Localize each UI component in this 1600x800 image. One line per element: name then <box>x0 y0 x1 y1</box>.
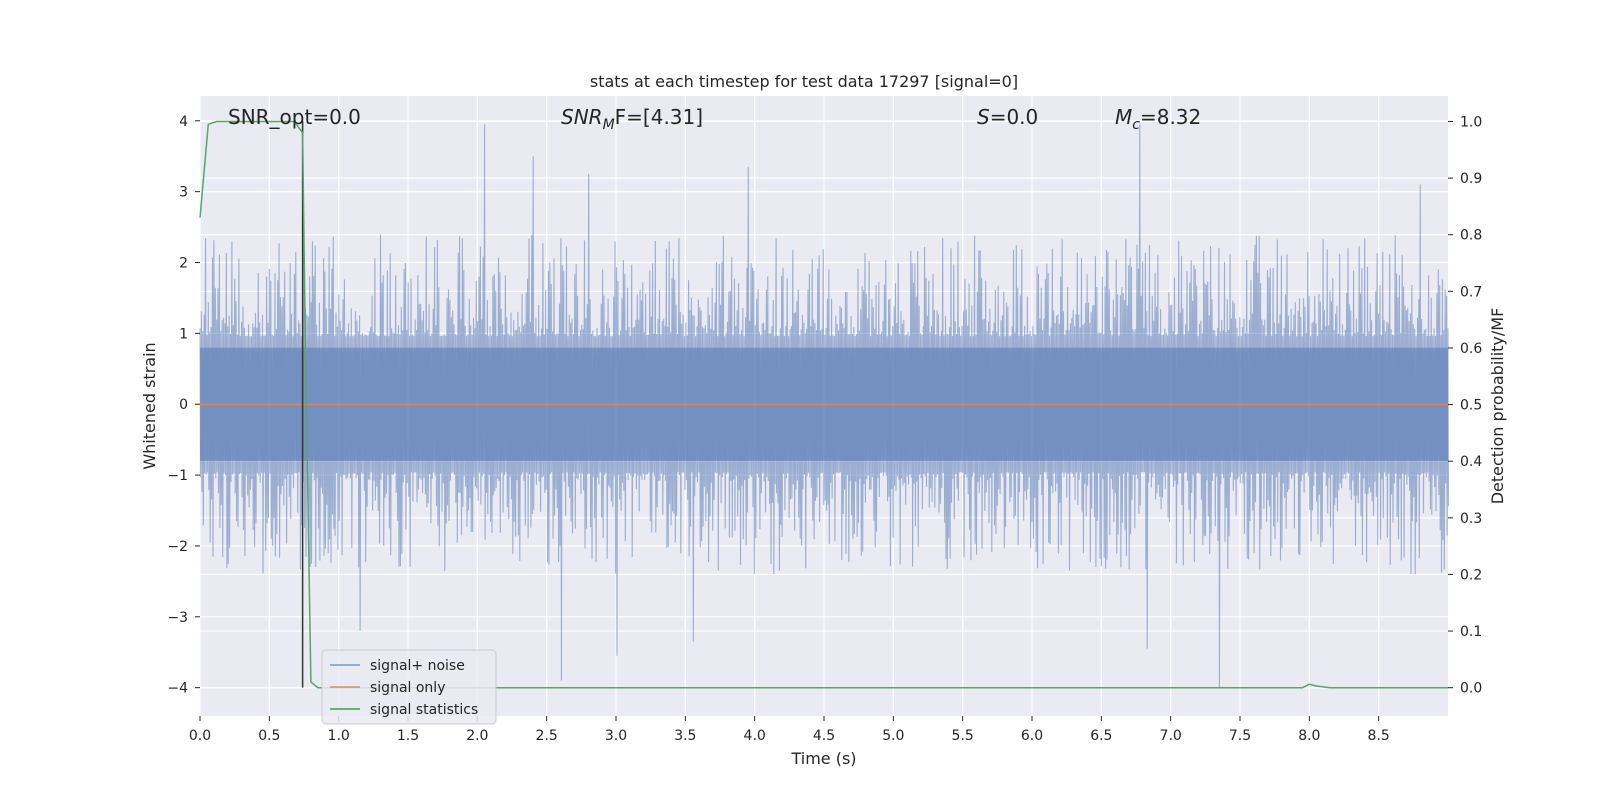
y-tick-label-left: 0 <box>179 397 188 413</box>
x-tick-label: 6.5 <box>1090 728 1112 744</box>
x-tick-label: 7.5 <box>1229 728 1251 744</box>
x-tick-label: 1.0 <box>328 728 350 744</box>
y-tick-label-left: −1 <box>167 468 188 484</box>
y-tick-label-left: −3 <box>167 610 188 626</box>
y-tick-label-right: 0.3 <box>1460 511 1482 527</box>
x-tick-label: 8.0 <box>1298 728 1320 744</box>
x-tick-label: 3.0 <box>605 728 627 744</box>
y-tick-label-left: −2 <box>167 539 188 555</box>
x-tick-label: 5.0 <box>882 728 904 744</box>
y-tick-label-right: 1.0 <box>1460 114 1482 130</box>
y-axis-label-right: Detection probability/MF <box>1488 308 1507 505</box>
annotation-main: SNR <box>561 105 603 129</box>
y-tick-label-right: 0.9 <box>1460 171 1482 187</box>
y-tick-label-right: 0.2 <box>1460 567 1482 583</box>
x-tick-label: 3.5 <box>674 728 696 744</box>
annotation-2: S=0.0 <box>977 105 1038 129</box>
y-tick-label-right: 0.8 <box>1460 228 1482 244</box>
annotation-1: SNRMF=[4.31] <box>561 105 703 133</box>
x-tick-label: 4.0 <box>744 728 766 744</box>
y-tick-label-left: 1 <box>179 326 188 342</box>
legend-entry: signal+ noise <box>370 658 465 674</box>
annotation-sub: M <box>603 117 615 133</box>
chart-title: stats at each timestep for test data 172… <box>590 72 1018 91</box>
x-tick-label: 2.0 <box>466 728 488 744</box>
x-tick-label: 5.5 <box>952 728 974 744</box>
y-tick-label-left: −4 <box>167 681 188 697</box>
y-tick-label-right: 0.5 <box>1460 398 1482 414</box>
y-tick-label-left: 3 <box>179 185 188 201</box>
annotation-3: Mc=8.32 <box>1115 105 1201 133</box>
x-tick-label: 0.5 <box>258 728 280 744</box>
y-axis-label-left: Whitened strain <box>140 342 159 469</box>
y-tick-label-left: 2 <box>179 256 188 272</box>
annotation-rest: =0.0 <box>990 105 1039 129</box>
legend: signal+ noise signal only signal statistic… <box>322 650 496 724</box>
annotation-rest: F=[4.31] <box>615 105 703 129</box>
annotation-main: M <box>1115 105 1132 129</box>
annotation-main: S <box>977 105 990 129</box>
x-tick-label: 0.0 <box>189 728 211 744</box>
y-tick-label-right: 0.4 <box>1460 454 1482 470</box>
x-tick-label: 8.5 <box>1368 728 1390 744</box>
y-tick-label-right: 0.6 <box>1460 341 1482 357</box>
x-tick-label: 6.0 <box>1021 728 1043 744</box>
y-tick-label-right: 0.7 <box>1460 284 1482 300</box>
x-tick-label: 1.5 <box>397 728 419 744</box>
y-tick-label-right: 0.0 <box>1460 681 1482 697</box>
y-tick-label-right: 0.1 <box>1460 624 1482 640</box>
legend-entry: signal only <box>370 680 445 696</box>
legend-entry: signal statistics <box>370 702 478 718</box>
annotation-snr-opt: SNR_opt=0.0 <box>228 105 361 129</box>
annotation-rest: =8.32 <box>1140 105 1201 129</box>
x-tick-label: 4.5 <box>813 728 835 744</box>
x-tick-label: 2.5 <box>536 728 558 744</box>
x-axis-label: Time (s) <box>790 749 856 768</box>
y-tick-label-left: 4 <box>179 114 188 130</box>
x-tick-label: 7.0 <box>1160 728 1182 744</box>
